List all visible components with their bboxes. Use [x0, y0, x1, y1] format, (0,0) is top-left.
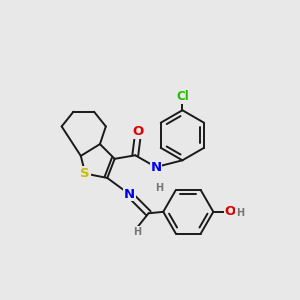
Text: O: O: [133, 125, 144, 138]
Text: N: N: [150, 160, 161, 174]
Text: N: N: [124, 188, 135, 201]
Text: Cl: Cl: [176, 91, 189, 103]
Text: H: H: [155, 183, 163, 193]
Text: H: H: [133, 227, 141, 237]
Text: S: S: [80, 167, 90, 180]
Text: O: O: [224, 205, 236, 218]
Text: H: H: [236, 208, 244, 218]
